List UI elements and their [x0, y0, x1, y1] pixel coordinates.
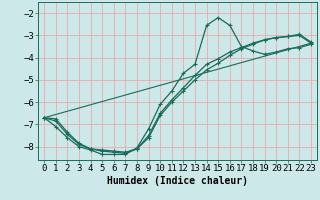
X-axis label: Humidex (Indice chaleur): Humidex (Indice chaleur) — [107, 176, 248, 186]
